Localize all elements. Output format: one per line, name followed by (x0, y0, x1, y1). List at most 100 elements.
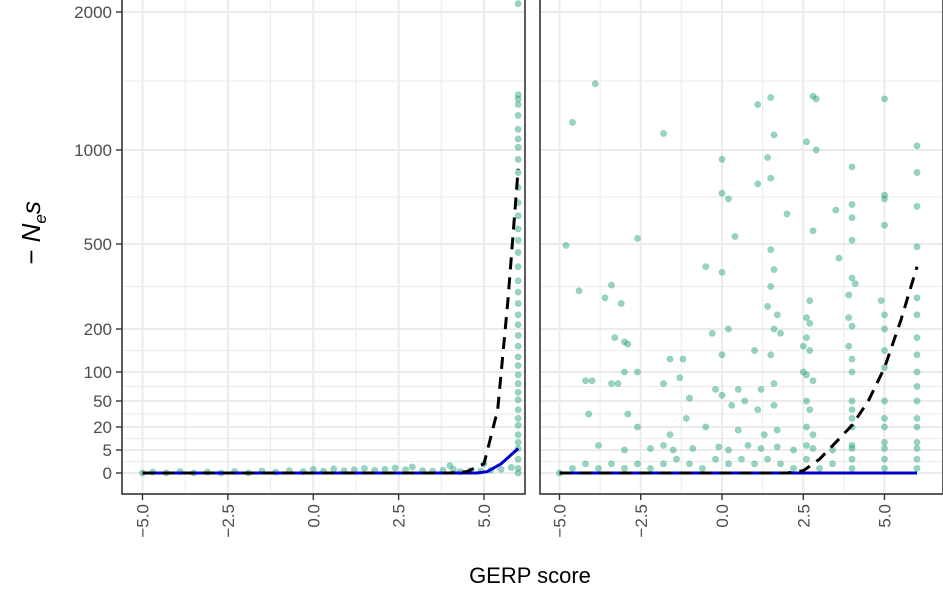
data-point (620, 338, 628, 346)
data-point (514, 225, 522, 233)
data-point (750, 346, 758, 354)
x-tick-label: 2.5 (794, 504, 813, 528)
data-point (514, 380, 522, 388)
data-point (806, 406, 814, 414)
panel-right (539, 0, 943, 495)
y-tick-label: 20 (93, 418, 112, 437)
data-point (913, 169, 921, 177)
x-tick-label: −5.0 (551, 504, 570, 538)
data-point (514, 469, 522, 477)
data-point (659, 380, 667, 388)
data-point (718, 155, 726, 163)
data-point (659, 441, 667, 449)
data-point (718, 351, 726, 359)
data-point (832, 206, 840, 214)
fit-line-dashed (559, 266, 919, 475)
data-point (708, 329, 716, 337)
y-axis-title-suffix: s (16, 201, 46, 214)
data-point (913, 243, 921, 251)
data-point (848, 444, 856, 452)
data-point (514, 143, 522, 151)
data-point (848, 163, 856, 171)
data-point (776, 329, 784, 337)
data-point (672, 455, 680, 463)
data-point (624, 410, 632, 418)
x-tick-label: 5.0 (876, 504, 895, 528)
data-point (744, 441, 752, 449)
data-point (770, 401, 778, 409)
data-point (702, 263, 710, 271)
data-point (880, 195, 888, 203)
data-point (514, 263, 522, 271)
data-point (514, 212, 522, 220)
data-point (913, 397, 921, 405)
data-point (724, 446, 732, 454)
data-point (913, 423, 921, 431)
data-point (514, 353, 522, 361)
data-point (757, 385, 765, 393)
data-point (666, 431, 674, 439)
data-point (591, 80, 599, 88)
y-tick-label: 200 (84, 320, 112, 339)
data-point (676, 374, 684, 382)
x-tick-label: 0.0 (304, 504, 323, 528)
data-point (802, 138, 810, 146)
data-point (679, 355, 687, 363)
data-point (611, 334, 619, 342)
data-point (809, 227, 817, 235)
data-point (880, 423, 888, 431)
y-axis-title: − Nes (16, 201, 50, 265)
data-point (750, 460, 758, 468)
data-point (913, 464, 921, 472)
data-point (669, 446, 677, 454)
data-point (514, 406, 522, 414)
data-point (789, 464, 797, 472)
data-point (728, 401, 736, 409)
data-point (802, 455, 810, 463)
data-point (828, 460, 836, 468)
x-tick-label: 2.5 (390, 504, 409, 528)
data-point (514, 155, 522, 163)
data-point (767, 246, 775, 254)
data-point (330, 465, 338, 473)
data-point (848, 355, 856, 363)
data-point (594, 441, 602, 449)
data-point (588, 377, 596, 385)
data-point (763, 302, 771, 310)
data-point (913, 334, 921, 342)
data-point (724, 325, 732, 333)
data-point (741, 397, 749, 405)
data-point (514, 95, 522, 103)
panel-1-plot-area (122, 0, 525, 494)
data-point (514, 112, 522, 120)
data-point (601, 294, 609, 302)
data-point (754, 100, 762, 108)
data-point (737, 455, 745, 463)
data-point (698, 464, 706, 472)
data-point (711, 455, 719, 463)
data-point (624, 340, 632, 348)
data-point (815, 464, 823, 472)
y-axis: 0 5 20 50 100 200 500 1000 2000 (74, 3, 122, 483)
data-point (802, 397, 810, 405)
data-point (497, 465, 505, 473)
data-point (514, 371, 522, 379)
data-point (763, 154, 771, 162)
data-point (880, 364, 888, 372)
panel-1-border (121, 0, 526, 495)
data-point (913, 414, 921, 422)
data-point (848, 464, 856, 472)
data-point (715, 443, 723, 451)
data-point (514, 455, 522, 463)
data-point (585, 410, 593, 418)
data-point (845, 314, 853, 322)
data-point (770, 131, 778, 139)
data-point (575, 287, 583, 295)
data-point (760, 431, 768, 439)
data-point (633, 368, 641, 376)
data-point (562, 241, 570, 249)
data-point (789, 446, 797, 454)
data-point (783, 210, 791, 218)
y-tick-label: 100 (84, 363, 112, 382)
data-point (880, 444, 888, 452)
